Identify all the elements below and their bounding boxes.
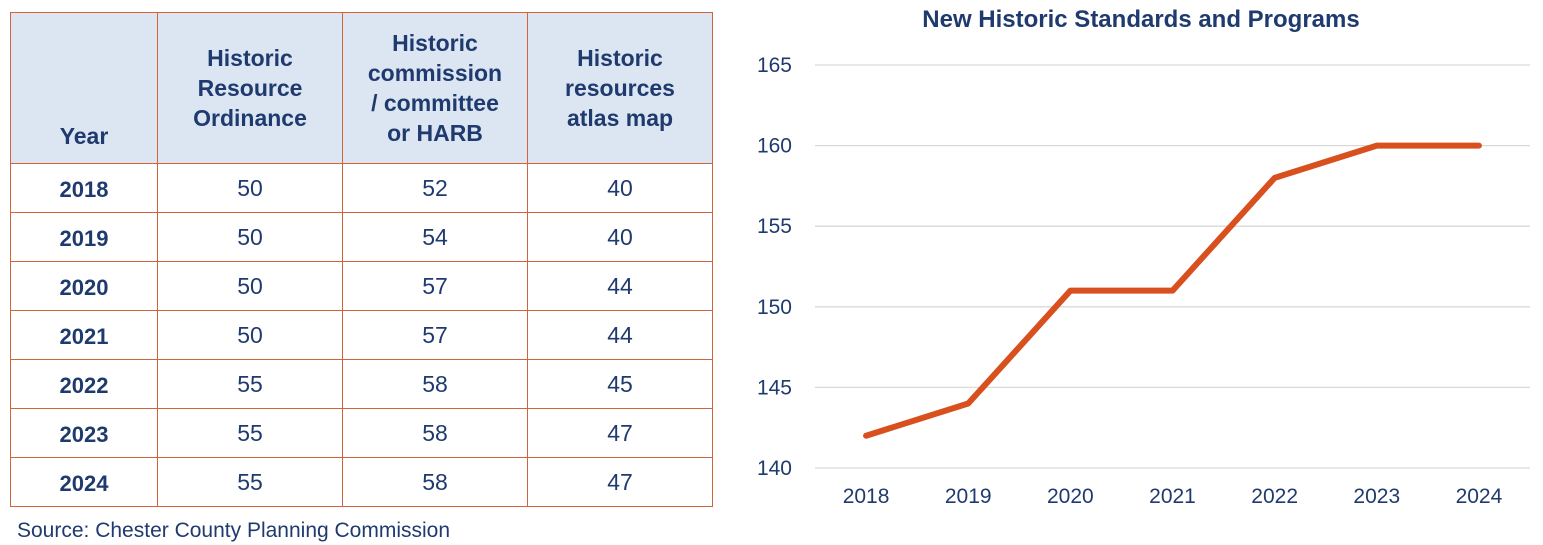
x-tick-label: 2020 bbox=[1047, 485, 1094, 508]
table-row: 2020 50 57 44 bbox=[10, 261, 713, 311]
table-row: 2024 55 58 47 bbox=[10, 457, 713, 507]
year-cell: 2024 bbox=[10, 457, 158, 507]
value-cell: 47 bbox=[527, 457, 713, 507]
chart-svg: 140 145 150 155 160 165 2018 2019 2020 2021 2022 20… bbox=[757, 54, 1530, 508]
value-cell: 40 bbox=[527, 163, 713, 213]
chart-title: New Historic Standards and Programs bbox=[922, 6, 1360, 33]
year-cell: 2023 bbox=[10, 408, 158, 458]
year-cell: 2018 bbox=[10, 163, 158, 213]
x-tick-label: 2021 bbox=[1149, 485, 1196, 508]
value-cell: 52 bbox=[342, 163, 528, 213]
value-cell: 57 bbox=[342, 310, 528, 360]
value-cell: 50 bbox=[157, 163, 343, 213]
y-tick-label: 145 bbox=[757, 376, 792, 399]
value-cell: 50 bbox=[157, 212, 343, 262]
header-line: Year bbox=[59, 123, 109, 149]
y-tick-label: 155 bbox=[757, 215, 792, 238]
x-tick-label: 2019 bbox=[945, 485, 992, 508]
header-line: Historic bbox=[207, 45, 293, 71]
year-cell: 2020 bbox=[10, 261, 158, 311]
value-cell: 58 bbox=[342, 457, 528, 507]
value-cell: 45 bbox=[527, 359, 713, 409]
x-tick-label: 2023 bbox=[1353, 485, 1400, 508]
x-tick-label: 2018 bbox=[843, 485, 890, 508]
header-line: or HARB bbox=[387, 120, 483, 146]
header-historic-commission: Historic commission / committee or HARB bbox=[342, 12, 528, 164]
table-body: 2018 50 52 40 2019 50 54 40 2020 50 57 44 2021 50 57 44… bbox=[10, 163, 713, 507]
table-row: 2018 50 52 40 bbox=[10, 163, 713, 213]
value-cell: 55 bbox=[157, 457, 343, 507]
table-row: 2022 55 58 45 bbox=[10, 359, 713, 409]
year-cell: 2021 bbox=[10, 310, 158, 360]
y-tick-label: 160 bbox=[757, 135, 792, 158]
value-cell: 40 bbox=[527, 212, 713, 262]
value-cell: 57 bbox=[342, 261, 528, 311]
header-line: Historic bbox=[577, 45, 663, 71]
header-line: Resource bbox=[197, 75, 303, 101]
header-historic-resource-ordinance: Historic Resource Ordinance bbox=[157, 12, 343, 164]
line-chart: New Historic Standards and Programs 140 1… bbox=[720, 0, 1540, 545]
table-header-row: Year Historic Resource Ordinance Historic com… bbox=[10, 12, 713, 164]
header-line: Ordinance bbox=[193, 105, 307, 131]
value-cell: 58 bbox=[342, 359, 528, 409]
header-historic-atlas-map: Historic resources atlas map bbox=[527, 12, 713, 164]
value-cell: 55 bbox=[157, 359, 343, 409]
table-row: 2019 50 54 40 bbox=[10, 212, 713, 262]
header-line: commission bbox=[367, 60, 503, 86]
y-tick-label: 165 bbox=[757, 54, 792, 77]
value-cell: 54 bbox=[342, 212, 528, 262]
historic-programs-table: Year Historic Resource Ordinance Historic com… bbox=[10, 12, 713, 507]
value-cell: 58 bbox=[342, 408, 528, 458]
value-cell: 50 bbox=[157, 310, 343, 360]
value-cell: 44 bbox=[527, 261, 713, 311]
table-row: 2023 55 58 47 bbox=[10, 408, 713, 458]
year-cell: 2019 bbox=[10, 212, 158, 262]
x-tick-label: 2022 bbox=[1251, 485, 1298, 508]
historic-programs-table-container: Year Historic Resource Ordinance Historic com… bbox=[10, 12, 713, 507]
y-tick-label: 150 bbox=[757, 296, 792, 319]
table-row: 2021 50 57 44 bbox=[10, 310, 713, 360]
header-line: resources bbox=[565, 75, 675, 101]
header-line: Historic bbox=[392, 30, 478, 56]
x-tick-label: 2024 bbox=[1456, 485, 1503, 508]
year-cell: 2022 bbox=[10, 359, 158, 409]
y-tick-label: 140 bbox=[757, 457, 792, 480]
value-cell: 47 bbox=[527, 408, 713, 458]
value-cell: 55 bbox=[157, 408, 343, 458]
header-line: atlas map bbox=[566, 105, 674, 131]
value-cell: 44 bbox=[527, 310, 713, 360]
source-note: Source: Chester County Planning Commissi… bbox=[17, 519, 451, 542]
header-year: Year bbox=[10, 12, 158, 164]
header-line: / committee bbox=[371, 90, 499, 116]
value-cell: 50 bbox=[157, 261, 343, 311]
